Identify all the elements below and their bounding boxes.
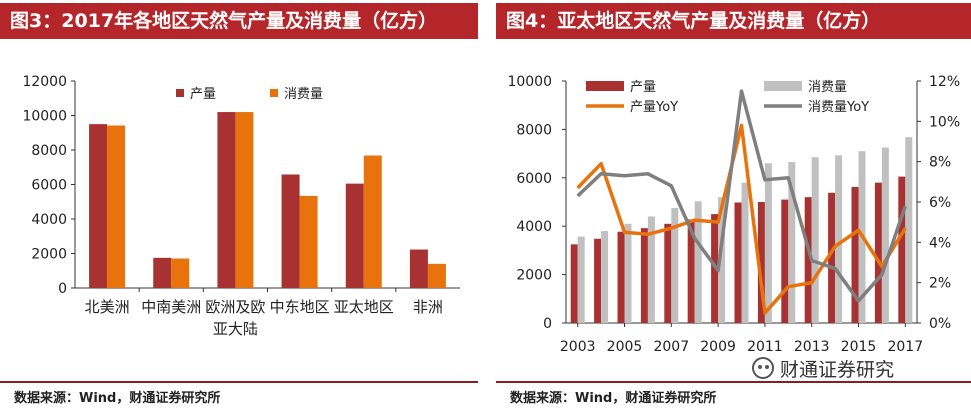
- y-tick-label: 6000: [31, 178, 67, 194]
- bar-production: [570, 244, 578, 323]
- wechat-icon: [752, 357, 774, 379]
- legend-label: 产量: [190, 87, 216, 102]
- bar-production: [851, 186, 859, 323]
- panel-asia-pacific-chart: 图4：亚太地区天然气产量及消费量（亿方） 0 2000 4000 6000 8000 10…: [496, 0, 971, 414]
- y-tick-label-right: 8%: [929, 155, 951, 171]
- legend-label: 消费量YoY: [808, 100, 869, 115]
- y-tick-label-left: 8000: [516, 122, 552, 138]
- bar-production: [664, 223, 672, 323]
- bar-consumption: [811, 157, 819, 323]
- bar-consumption: [671, 208, 679, 323]
- x-tick-label: 北美洲: [85, 298, 130, 316]
- y-tick-label-left: 0: [543, 316, 552, 332]
- y-tick-label: 0: [58, 281, 67, 297]
- watermark: 财通证券研究: [752, 354, 894, 382]
- bar-consumption: [905, 137, 913, 323]
- legend-label: 产量YoY: [630, 100, 678, 115]
- y-tick-label: 12000: [22, 74, 67, 90]
- bar-consumption: [764, 163, 772, 323]
- line-consumption-yoy: [576, 89, 907, 303]
- bar-production: [153, 257, 172, 288]
- bar-production: [89, 124, 108, 288]
- bar-consumption: [171, 258, 190, 288]
- bar-production: [828, 192, 836, 323]
- x-tick-label: 2009: [700, 339, 736, 355]
- bar-consumption: [107, 125, 126, 288]
- bar-production: [734, 202, 742, 323]
- y-tick-label-right: 0%: [929, 316, 951, 332]
- bar-production: [640, 228, 648, 323]
- y-tick-label-right: 6%: [929, 195, 951, 211]
- bar-production: [687, 219, 695, 323]
- legend-label: 消费量: [284, 87, 323, 102]
- bar-consumption: [427, 263, 446, 288]
- bar-consumption: [601, 231, 609, 323]
- legend-swatch: [586, 81, 624, 91]
- bar-production: [345, 183, 364, 288]
- yoy-lines: [576, 89, 907, 315]
- x-tick-label: 2007: [653, 339, 689, 355]
- x-tick-label: 亚太地区: [334, 298, 394, 316]
- y-tick-label-left: 6000: [516, 171, 552, 187]
- watermark-text: 财通证券研究: [780, 358, 895, 381]
- y-tick-label-right: 4%: [929, 235, 951, 251]
- legend-swatch: [176, 89, 184, 97]
- y-tick-label: 2000: [31, 247, 67, 263]
- x-tick-label: 欧洲及欧: [205, 298, 265, 316]
- bar-production: [217, 112, 236, 288]
- x-tick-label: 中南美洲: [141, 298, 201, 316]
- bar-consumption: [881, 147, 889, 323]
- y-tick-label-right: 12%: [929, 74, 960, 90]
- panel-regional-chart: 图3：2017年各地区天然气产量及消费量（亿方） 0 2000 4000 6000 80…: [0, 0, 478, 414]
- x-tick-label: 亚大陆: [213, 320, 258, 338]
- bar-consumption: [788, 162, 796, 323]
- x-tick-label: 2017: [887, 339, 923, 355]
- bar-consumption: [363, 155, 382, 288]
- bar-consumption: [835, 155, 843, 323]
- source-note: 数据来源：Wind，财通证券研究所: [496, 381, 971, 406]
- bar-consumption: [299, 195, 318, 288]
- y-tick-label-left: 4000: [516, 219, 552, 235]
- regional-bar-chart: 0 2000 4000 6000 8000 10000 12000 北美洲 中南美洲 欧洲及欧亚大…: [22, 74, 460, 338]
- x-tick-label: 非洲: [413, 298, 443, 316]
- y-tick-label: 8000: [31, 143, 67, 159]
- bar-production: [874, 182, 882, 323]
- legend-swatch: [764, 81, 802, 91]
- source-note: 数据来源：Wind，财通证券研究所: [0, 381, 478, 406]
- y-tick-label: 4000: [31, 212, 67, 228]
- y-tick-label: 10000: [22, 109, 67, 125]
- line-production-yoy: [576, 123, 907, 315]
- y-tick-label-right: 2%: [929, 276, 951, 292]
- legend-swatch: [270, 89, 278, 97]
- bar-production: [409, 249, 428, 288]
- bar-consumption: [647, 216, 655, 323]
- legend-label: 消费量: [808, 80, 847, 95]
- chart-title: 图4：亚太地区天然气产量及消费量（亿方）: [496, 3, 971, 39]
- bar-production: [804, 197, 812, 323]
- bar-production: [617, 231, 625, 323]
- bar-production: [281, 174, 300, 288]
- x-tick-label: 2003: [560, 339, 596, 355]
- legend-label: 产量: [630, 80, 656, 95]
- asia-pacific-combo-chart: 0 2000 4000 6000 8000 10000 0% 2% 4% 6% 8% 10% 12% 20…: [507, 74, 960, 355]
- x-tick-label: 中东地区: [270, 298, 330, 316]
- bar-production: [781, 199, 789, 323]
- bar-consumption: [694, 201, 702, 323]
- y-tick-label-right: 10%: [929, 114, 960, 130]
- x-tick-label: 2011: [747, 339, 783, 355]
- bar-consumption: [718, 197, 726, 323]
- x-tick-label: 2005: [607, 339, 643, 355]
- bar-consumption: [577, 236, 585, 323]
- x-tick-label: 2015: [841, 339, 877, 355]
- bar-production: [757, 202, 765, 323]
- bar-production: [898, 176, 906, 323]
- y-tick-label-left: 10000: [507, 74, 552, 90]
- bar-consumption: [741, 182, 749, 323]
- bar-production: [594, 238, 602, 323]
- bar-consumption: [624, 223, 632, 323]
- bar-consumption: [235, 112, 254, 288]
- chart-title: 图3：2017年各地区天然气产量及消费量（亿方）: [0, 3, 478, 39]
- y-tick-label-left: 2000: [516, 268, 552, 284]
- x-tick-label: 2013: [794, 339, 830, 355]
